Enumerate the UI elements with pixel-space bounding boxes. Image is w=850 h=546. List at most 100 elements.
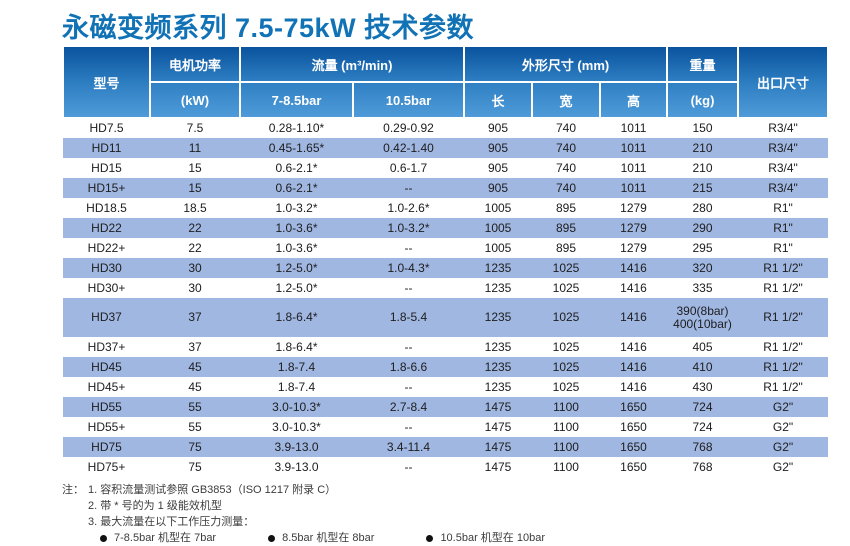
length-cell: 1475 <box>484 419 512 434</box>
width-cell: 740 <box>556 121 577 135</box>
table-body: HD7.5 7.5 0.28-1.10* 0.29-0.92 905 740 1011 150… <box>63 118 829 477</box>
height-cell: 1011 <box>600 138 668 158</box>
table-row: HD75+ 75 3.9-13.0 -- 1475 1100 1650 768 G2" <box>63 457 828 477</box>
table-row: HD15+ 15 0.6-2.1* -- 905 740 1011 215 R3/4" <box>63 178 829 198</box>
bullet-label: 8.5bar 机型在 8bar <box>282 532 375 544</box>
bullet-item: 8.5bar 机型在 8bar <box>268 530 374 546</box>
motor-power-header: 电机功率 <box>149 45 241 83</box>
height-cell: 1279 <box>620 240 647 255</box>
power-cell: 45 <box>150 357 240 377</box>
weight-cell: 280 <box>692 200 713 215</box>
length-cell: 1475 <box>464 437 533 457</box>
width-cell: 1100 <box>532 397 601 417</box>
height-cell: 1416 <box>600 298 668 337</box>
power-cell: 7.5 <box>186 121 204 135</box>
note-bullets: 7-8.5bar 机型在 7bar 8.5bar 机型在 8bar 10.5ba… <box>100 530 597 546</box>
table-row: HD22+ 22 1.0-3.6* -- 1005 895 1279 295 R1" <box>63 238 828 258</box>
height-cell: 1416 <box>620 339 647 354</box>
model-header: 型号 <box>62 45 151 119</box>
table-row: HD30+ 30 1.2-5.0* -- 1235 1025 1416 335 R1 1/2" <box>63 278 828 298</box>
note-item-1: 1. 容积流量测试参照 GB3853（ISO 1217 附录 C） <box>88 484 337 496</box>
height-cell: 1650 <box>600 397 668 417</box>
length-cell: 1475 <box>464 397 533 417</box>
flow-7-8.5bar-cell: 3.0-10.3* <box>272 419 321 434</box>
power-cell: 15 <box>150 178 240 198</box>
table-row: HD45 45 1.8-7.4 1.8-6.6 1235 1025 1416 410 R1 1/… <box>63 357 829 377</box>
outlet-cell: G2" <box>772 419 794 434</box>
flow-7-8.5bar-cell: 3.9-13.0 <box>240 437 353 457</box>
flow-10.5bar-cell: -- <box>353 178 465 198</box>
bullet-item: 7-8.5bar 机型在 7bar <box>100 530 216 546</box>
flow-10.5bar-cell: 1.0-4.3* <box>353 258 465 278</box>
width-cell: 895 <box>556 240 577 255</box>
table-row: HD75 75 3.9-13.0 3.4-11.4 1475 1100 1650 768 G2" <box>63 437 829 457</box>
width-cell: 740 <box>556 160 577 175</box>
width-cell: 1025 <box>532 258 601 278</box>
length-cell: 1235 <box>484 339 512 354</box>
model-cell: HD75 <box>63 437 150 457</box>
outlet-cell: R3/4" <box>768 160 798 175</box>
length-cell: 1475 <box>484 459 512 474</box>
table-row: HD37 37 1.8-6.4* 1.8-5.4 1235 1025 1416 390(8ba… <box>63 298 829 337</box>
outlet-header: 出口尺寸 <box>737 45 830 119</box>
flow-7-8.5bar-cell: 1.0-3.6* <box>275 240 318 255</box>
power-cell: 11 <box>150 138 240 158</box>
bullet-item: 10.5bar 机型在 10bar <box>426 530 545 546</box>
outlet-cell: R1 1/2" <box>738 258 829 278</box>
flow-7-8.5bar-cell: 0.6-2.1* <box>275 160 318 175</box>
model-cell: HD22 <box>63 218 150 238</box>
model-cell: HD15 <box>91 160 122 175</box>
flow-10.5bar-cell: 1.8-6.6 <box>353 357 465 377</box>
bullet-label: 7-8.5bar 机型在 7bar <box>114 532 217 544</box>
width-cell: 740 <box>532 178 601 198</box>
model-cell: HD55+ <box>87 419 126 434</box>
power-cell: 45 <box>188 379 202 394</box>
width-cell: 1100 <box>553 419 579 434</box>
flow-7-8.5bar-cell: 1.2-5.0* <box>275 280 318 295</box>
outlet-cell: R3/4" <box>768 121 798 135</box>
outlet-cell: R1" <box>738 218 829 238</box>
flow-7-8.5bar-cell: 3.0-10.3* <box>240 397 353 417</box>
note-item-3: 3. 最大流量在以下工作压力测量： <box>88 516 255 528</box>
flow-7-8.5bar-cell: 1.2-5.0* <box>240 258 353 278</box>
table-row: HD7.5 7.5 0.28-1.10* 0.29-0.92 905 740 1011 150… <box>63 118 828 138</box>
table-row: HD11 11 0.45-1.65* 0.42-1.40 905 740 1011 210 R3… <box>63 138 829 158</box>
width-cell: 895 <box>532 218 601 238</box>
length-cell: 1235 <box>484 280 512 295</box>
outlet-cell: G2" <box>772 459 794 474</box>
table-row: HD15 15 0.6-2.1* 0.6-1.7 905 740 1011 210 R3/4" <box>63 158 828 178</box>
length-cell: 1235 <box>464 258 533 278</box>
width-header: 宽 <box>531 81 602 119</box>
flow-7-8.5bar-cell: 1.8-6.4* <box>240 298 353 337</box>
height-cell: 1416 <box>620 379 647 394</box>
flow-7-8.5bar-header: 7-8.5bar <box>239 81 354 119</box>
width-cell: 1025 <box>552 339 580 354</box>
height-cell: 1650 <box>620 459 647 474</box>
weight-cell: 320 <box>667 258 739 278</box>
power-cell: 22 <box>150 218 240 238</box>
table-row: HD22 22 1.0-3.6* 1.0-3.2* 1005 895 1279 290 R1" <box>63 218 829 238</box>
length-cell: 1235 <box>484 379 512 394</box>
outlet-cell: R3/4" <box>738 138 829 158</box>
height-cell: 1650 <box>600 437 668 457</box>
height-cell: 1416 <box>600 357 668 377</box>
weight-unit-header: (kg) <box>666 81 740 119</box>
flow-10.5bar-cell: -- <box>404 419 413 434</box>
outlet-cell: R1 1/2" <box>738 298 829 337</box>
length-cell: 905 <box>464 178 533 198</box>
weight-cell: 724 <box>667 397 739 417</box>
flow-10.5bar-cell: 3.4-11.4 <box>353 437 465 457</box>
flow-10.5bar-cell: 0.29-0.92 <box>383 121 434 135</box>
width-cell: 1100 <box>553 459 579 474</box>
weight-cell: 410 <box>667 357 739 377</box>
weight-cell: 724 <box>692 419 713 434</box>
power-cell: 75 <box>188 459 202 474</box>
height-cell: 1416 <box>620 280 647 295</box>
motor-power-unit-header: (kW) <box>149 81 241 119</box>
table-row: HD55 55 3.0-10.3* 2.7-8.4 1475 1100 1650 724 G2" <box>63 397 829 417</box>
model-cell: HD7.5 <box>89 121 124 135</box>
length-cell: 905 <box>488 160 509 175</box>
outlet-cell: R3/4" <box>738 178 829 198</box>
width-cell: 1025 <box>532 357 601 377</box>
table-row: HD18.5 18.5 1.0-3.2* 1.0-2.6* 1005 895 1279 280… <box>63 198 828 218</box>
